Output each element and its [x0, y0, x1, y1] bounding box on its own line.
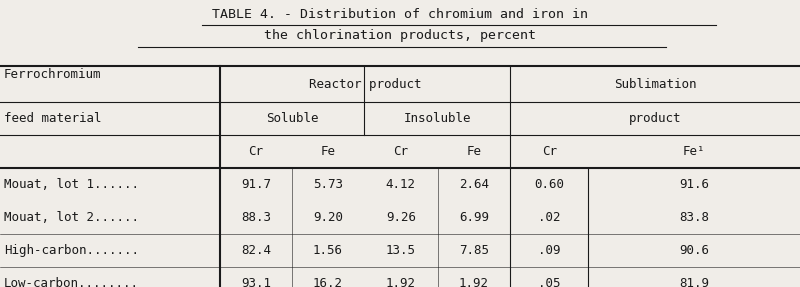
Text: 5.73: 5.73: [313, 178, 343, 191]
Text: 2.64: 2.64: [459, 178, 489, 191]
Text: 6.99: 6.99: [459, 211, 489, 224]
Text: 93.1: 93.1: [241, 277, 271, 287]
Text: 7.85: 7.85: [459, 244, 489, 257]
Text: the chlorination products, percent: the chlorination products, percent: [264, 29, 536, 42]
Text: 1.92: 1.92: [459, 277, 489, 287]
Text: 82.4: 82.4: [241, 244, 271, 257]
Text: feed material: feed material: [4, 112, 102, 125]
Text: High-carbon.......: High-carbon.......: [4, 244, 139, 257]
Text: 9.26: 9.26: [386, 211, 416, 224]
Text: Reactor product: Reactor product: [309, 77, 422, 91]
Text: 88.3: 88.3: [241, 211, 271, 224]
Text: Fe¹: Fe¹: [682, 145, 706, 158]
Text: Sublimation: Sublimation: [614, 77, 697, 91]
Text: Mouat, lot 2......: Mouat, lot 2......: [4, 211, 139, 224]
Text: 1.92: 1.92: [386, 277, 416, 287]
Text: Insoluble: Insoluble: [403, 112, 471, 125]
Text: 16.2: 16.2: [313, 277, 343, 287]
Text: 9.20: 9.20: [313, 211, 343, 224]
Text: Cr: Cr: [249, 145, 263, 158]
Text: Cr: Cr: [542, 145, 557, 158]
Text: Mouat, lot 1......: Mouat, lot 1......: [4, 178, 139, 191]
Text: product: product: [629, 112, 682, 125]
Text: Low-carbon........: Low-carbon........: [4, 277, 139, 287]
Text: Ferrochromium: Ferrochromium: [4, 68, 102, 81]
Text: .05: .05: [538, 277, 561, 287]
Text: .09: .09: [538, 244, 561, 257]
Text: 81.9: 81.9: [679, 277, 709, 287]
Text: Soluble: Soluble: [266, 112, 318, 125]
Text: .02: .02: [538, 211, 561, 224]
Text: Cr: Cr: [394, 145, 408, 158]
Text: 90.6: 90.6: [679, 244, 709, 257]
Text: 1.56: 1.56: [313, 244, 343, 257]
Text: 13.5: 13.5: [386, 244, 416, 257]
Text: 91.6: 91.6: [679, 178, 709, 191]
Text: 83.8: 83.8: [679, 211, 709, 224]
Text: Fe: Fe: [321, 145, 335, 158]
Text: 0.60: 0.60: [534, 178, 564, 191]
Text: 91.7: 91.7: [241, 178, 271, 191]
Text: 4.12: 4.12: [386, 178, 416, 191]
Text: Fe: Fe: [466, 145, 482, 158]
Text: TABLE 4. - Distribution of chromium and iron in: TABLE 4. - Distribution of chromium and …: [212, 8, 588, 21]
